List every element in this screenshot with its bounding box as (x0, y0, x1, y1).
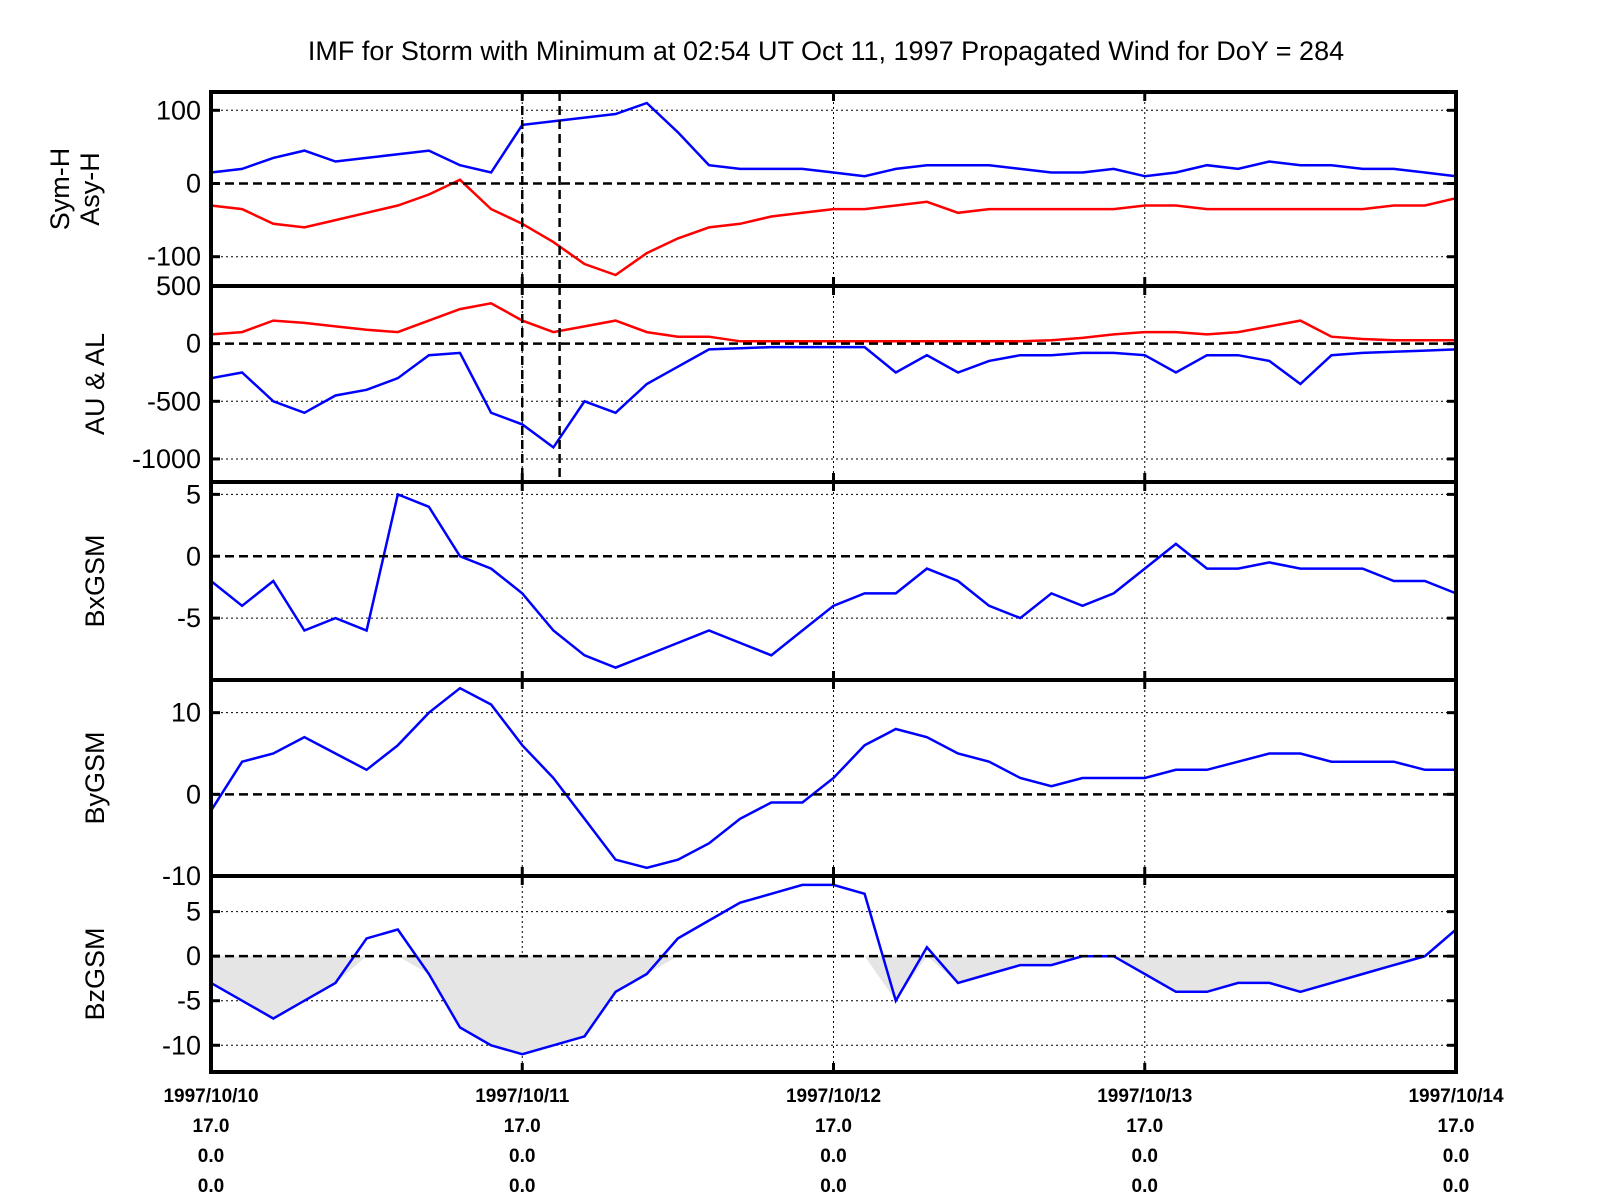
x-tick-label: 17.0 (193, 1116, 230, 1137)
series-line-bxgsm (210, 492, 1457, 669)
panel-2: 500 0 -500 -1000 AU & AL (80, 271, 1458, 484)
series-line-bygsm (209, 686, 1456, 870)
y-tick-label: -5 (177, 986, 201, 1016)
x-tick-label: 17.0 (504, 1116, 541, 1137)
y-tick-label: 100 (156, 95, 201, 125)
panel-5: 5 0 -5 -10 BzGSM (80, 874, 1458, 1074)
y-tick-label: -5 (177, 603, 201, 633)
x-tick-label: 0.0 (509, 1176, 535, 1197)
x-tick-label: 0.0 (1443, 1176, 1469, 1197)
panel-frame (209, 480, 1458, 682)
series-line-au (210, 301, 1456, 343)
y-axis-label: Asy-H (75, 152, 105, 226)
y-tick-label: -1000 (132, 444, 201, 474)
x-tick-label: 1997/10/10 (163, 1086, 258, 1107)
y-tick-label: 0 (186, 941, 201, 971)
y-axis-label: BzGSM (80, 927, 110, 1020)
y-tick-label: 0 (186, 541, 201, 571)
x-tick-label: 17.0 (1438, 1116, 1475, 1137)
y-tick-label: -10 (162, 1030, 201, 1060)
x-tick-label: 1997/10/11 (475, 1086, 569, 1107)
x-tick-label: 0.0 (1132, 1146, 1158, 1167)
panel-1: 100 0 -100 Sym-H Asy-H (45, 90, 1458, 288)
x-tick-label: 0.0 (198, 1146, 224, 1167)
x-tick-label: 1997/10/14 (1408, 1086, 1504, 1107)
y-tick-label: 0 (186, 329, 201, 359)
y-tick-label: 500 (156, 271, 201, 301)
chart-title: IMF for Storm with Minimum at 02:54 UT O… (308, 36, 1344, 66)
y-tick-label: 5 (186, 479, 201, 509)
x-tick-label: 1997/10/12 (786, 1086, 881, 1107)
y-tick-label: -100 (147, 242, 201, 272)
series-line-sym-h (210, 178, 1457, 277)
x-tick-label: 17.0 (1126, 1116, 1163, 1137)
y-tick-label: 5 (186, 897, 201, 927)
x-tick-label: 0.0 (1443, 1146, 1469, 1167)
y-tick-label: 0 (186, 169, 201, 199)
y-axis-label: ByGSM (80, 731, 110, 824)
x-tick-label: 0.0 (198, 1176, 224, 1197)
y-tick-label: 10 (171, 698, 201, 728)
series-line-asy-h (210, 101, 1457, 178)
y-axis-label: BxGSM (80, 534, 110, 627)
x-tick-label: 1997/10/13 (1097, 1086, 1192, 1107)
x-tick-label: 0.0 (820, 1176, 846, 1197)
x-tick-label: 0.0 (820, 1146, 846, 1167)
x-axis-labels: 1997/10/10 17.0 0.0 0.0 1997/10/11 17.0 0.0 0.0… (163, 1086, 1504, 1197)
panel-4: 10 0 -10 ByGSM (80, 678, 1458, 891)
y-tick-label: -500 (147, 386, 201, 416)
x-tick-label: 0.0 (509, 1146, 535, 1167)
x-tick-label: 17.0 (815, 1116, 852, 1137)
y-tick-label: -10 (162, 861, 201, 891)
x-tick-label: 0.0 (1132, 1176, 1158, 1197)
negative-fill-area (211, 956, 1456, 1055)
series-line-al (210, 345, 1457, 450)
panel-3: 5 0 -5 BxGSM (80, 479, 1458, 682)
y-axis-label: AU & AL (80, 333, 110, 435)
y-axis-label: Sym-H (45, 148, 75, 231)
y-tick-label: 0 (186, 779, 201, 809)
